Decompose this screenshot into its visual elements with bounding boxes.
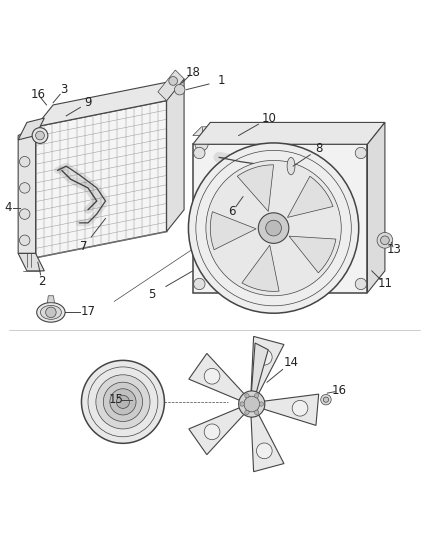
Circle shape — [292, 400, 308, 416]
Polygon shape — [193, 127, 219, 135]
Circle shape — [206, 160, 341, 296]
Text: 6: 6 — [228, 205, 236, 219]
Circle shape — [195, 138, 208, 151]
Polygon shape — [237, 165, 274, 212]
Text: 4: 4 — [5, 201, 12, 214]
Circle shape — [96, 375, 150, 429]
Circle shape — [256, 443, 272, 459]
Circle shape — [194, 278, 205, 289]
Polygon shape — [193, 144, 367, 293]
Circle shape — [266, 220, 282, 236]
Circle shape — [204, 368, 220, 384]
Polygon shape — [47, 296, 54, 303]
Circle shape — [81, 360, 164, 443]
Text: 7: 7 — [80, 240, 88, 253]
Polygon shape — [251, 343, 268, 393]
Text: 11: 11 — [378, 278, 392, 290]
Text: 14: 14 — [283, 356, 299, 369]
Polygon shape — [367, 123, 385, 293]
Polygon shape — [35, 101, 166, 258]
Polygon shape — [251, 415, 284, 472]
Circle shape — [259, 402, 264, 406]
Circle shape — [377, 232, 393, 248]
Circle shape — [188, 143, 359, 313]
Circle shape — [355, 278, 367, 289]
Text: 16: 16 — [332, 384, 346, 398]
Circle shape — [254, 410, 259, 415]
Circle shape — [240, 402, 244, 406]
Text: 15: 15 — [109, 393, 124, 406]
Circle shape — [256, 349, 272, 365]
Polygon shape — [289, 236, 336, 273]
Text: 16: 16 — [30, 87, 45, 101]
Circle shape — [323, 397, 328, 402]
Circle shape — [204, 424, 220, 440]
Circle shape — [19, 209, 30, 220]
Circle shape — [174, 84, 185, 95]
Text: 13: 13 — [386, 243, 401, 255]
Text: 8: 8 — [316, 142, 323, 155]
Polygon shape — [35, 79, 184, 127]
Text: 10: 10 — [262, 111, 277, 125]
Ellipse shape — [40, 305, 61, 319]
Circle shape — [103, 382, 143, 422]
Text: 3: 3 — [60, 83, 68, 96]
Text: 5: 5 — [148, 288, 155, 301]
Circle shape — [19, 183, 30, 193]
Text: 2: 2 — [39, 275, 46, 288]
Polygon shape — [166, 79, 184, 231]
Polygon shape — [287, 176, 333, 217]
Circle shape — [19, 157, 30, 167]
Circle shape — [244, 396, 260, 412]
Circle shape — [117, 395, 130, 408]
Polygon shape — [264, 394, 319, 425]
Text: 18: 18 — [185, 66, 200, 79]
Circle shape — [254, 393, 259, 398]
Polygon shape — [189, 353, 244, 400]
Circle shape — [169, 77, 177, 85]
Polygon shape — [193, 123, 385, 144]
Text: 9: 9 — [84, 96, 92, 109]
Circle shape — [239, 391, 265, 417]
Ellipse shape — [287, 157, 295, 175]
Ellipse shape — [37, 303, 65, 322]
Circle shape — [46, 307, 56, 318]
Circle shape — [35, 131, 44, 140]
Circle shape — [245, 393, 249, 398]
Text: 1: 1 — [217, 75, 225, 87]
Polygon shape — [242, 245, 279, 292]
Circle shape — [258, 213, 289, 244]
Polygon shape — [18, 127, 35, 253]
Polygon shape — [158, 70, 184, 101]
Circle shape — [194, 147, 205, 159]
Circle shape — [245, 410, 249, 415]
Polygon shape — [189, 408, 244, 455]
Circle shape — [110, 389, 136, 415]
Polygon shape — [251, 336, 284, 393]
Circle shape — [381, 236, 389, 245]
Circle shape — [19, 235, 30, 246]
Polygon shape — [210, 212, 256, 250]
Text: 17: 17 — [81, 305, 95, 318]
Circle shape — [32, 128, 48, 143]
Polygon shape — [18, 253, 44, 271]
Circle shape — [321, 394, 331, 405]
Circle shape — [355, 147, 367, 159]
Polygon shape — [18, 118, 44, 140]
